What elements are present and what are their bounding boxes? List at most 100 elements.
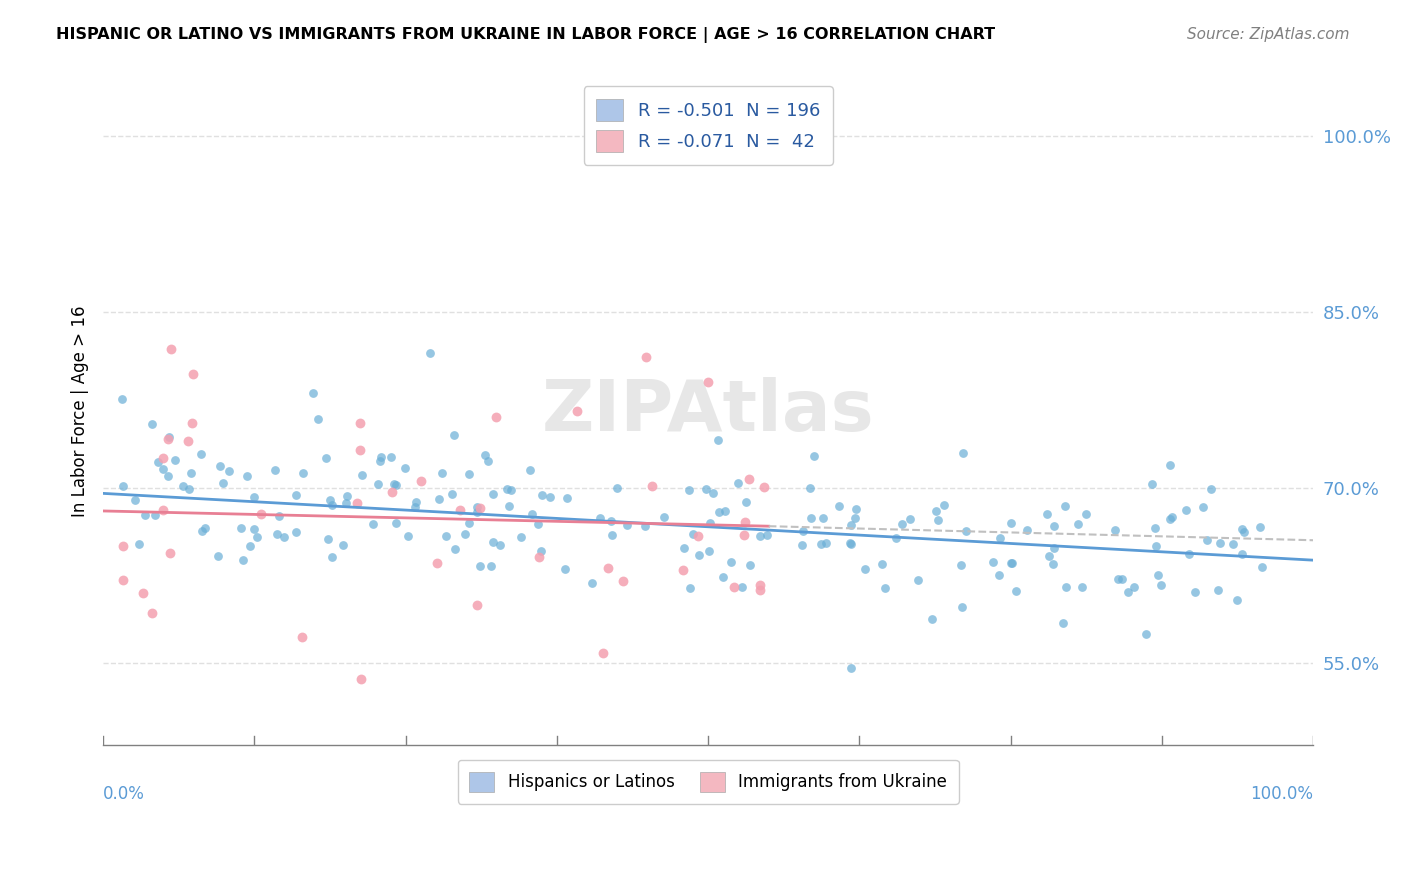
Point [695, 482, 717, 496]
Point [813, 511, 835, 525]
Point [349, 443, 371, 458]
Point [191, 524, 214, 538]
Point [870, 557, 893, 571]
Point [368, 454, 391, 468]
Point [152, 461, 174, 475]
Point [1107, 572, 1129, 586]
Point [285, 487, 308, 501]
Point [470, 558, 492, 573]
Point [634, 519, 657, 533]
Point [589, 511, 612, 525]
Point [404, 500, 426, 515]
Point [672, 563, 695, 577]
Point [720, 555, 742, 569]
Point [1146, 567, 1168, 582]
Point [1144, 539, 1167, 553]
Point [699, 516, 721, 530]
Point [565, 404, 588, 418]
Point [1054, 580, 1077, 594]
Point [686, 528, 709, 542]
Point [194, 521, 217, 535]
Point [988, 568, 1011, 582]
Point [434, 529, 457, 543]
Point [810, 537, 832, 551]
Point [679, 581, 702, 595]
Point [264, 463, 287, 477]
Point [1104, 523, 1126, 537]
Point [128, 537, 150, 551]
Point [430, 466, 453, 480]
Point [381, 484, 404, 499]
Point [733, 527, 755, 541]
Point [612, 574, 634, 588]
Point [1140, 477, 1163, 491]
Point [1074, 508, 1097, 522]
Point [394, 460, 416, 475]
Point [1111, 572, 1133, 586]
Point [111, 573, 134, 587]
Point [291, 630, 314, 644]
Point [682, 527, 704, 541]
Point [636, 350, 658, 364]
Point [853, 562, 876, 576]
Point [157, 433, 180, 447]
Point [907, 573, 929, 587]
Point [443, 428, 465, 442]
Point [474, 448, 496, 462]
Point [600, 528, 623, 542]
Point [529, 549, 551, 564]
Point [554, 561, 576, 575]
Point [616, 518, 638, 533]
Point [873, 581, 896, 595]
Point [124, 493, 146, 508]
Point [1209, 536, 1232, 550]
Point [581, 575, 603, 590]
Point [952, 446, 974, 460]
Point [382, 476, 405, 491]
Point [723, 580, 745, 594]
Point [526, 516, 548, 531]
Point [844, 511, 866, 525]
Point [756, 527, 779, 541]
Point [485, 409, 508, 424]
Point [596, 561, 619, 575]
Point [181, 367, 204, 381]
Point [1053, 500, 1076, 514]
Point [828, 499, 851, 513]
Point [367, 477, 389, 491]
Point [1143, 521, 1166, 535]
Point [336, 488, 359, 502]
Point [531, 488, 554, 502]
Point [932, 498, 955, 512]
Point [641, 479, 664, 493]
Point [449, 503, 471, 517]
Text: 0.0%: 0.0% [103, 785, 145, 804]
Point [800, 511, 823, 525]
Point [488, 538, 510, 552]
Point [950, 599, 973, 614]
Point [209, 458, 232, 473]
Point [711, 570, 734, 584]
Text: 100.0%: 100.0% [1250, 785, 1313, 804]
Point [315, 451, 337, 466]
Point [380, 450, 402, 464]
Point [419, 346, 441, 360]
Point [520, 508, 543, 522]
Point [697, 544, 720, 558]
Point [440, 487, 463, 501]
Point [370, 450, 392, 464]
Point [714, 504, 737, 518]
Point [349, 416, 371, 430]
Point [803, 449, 825, 463]
Point [1052, 615, 1074, 630]
Point [1067, 516, 1090, 531]
Point [734, 516, 756, 530]
Point [159, 545, 181, 559]
Point [229, 521, 252, 535]
Point [316, 533, 339, 547]
Point [1230, 547, 1253, 561]
Point [955, 524, 977, 538]
Point [815, 536, 838, 550]
Point [146, 454, 169, 468]
Point [152, 503, 174, 517]
